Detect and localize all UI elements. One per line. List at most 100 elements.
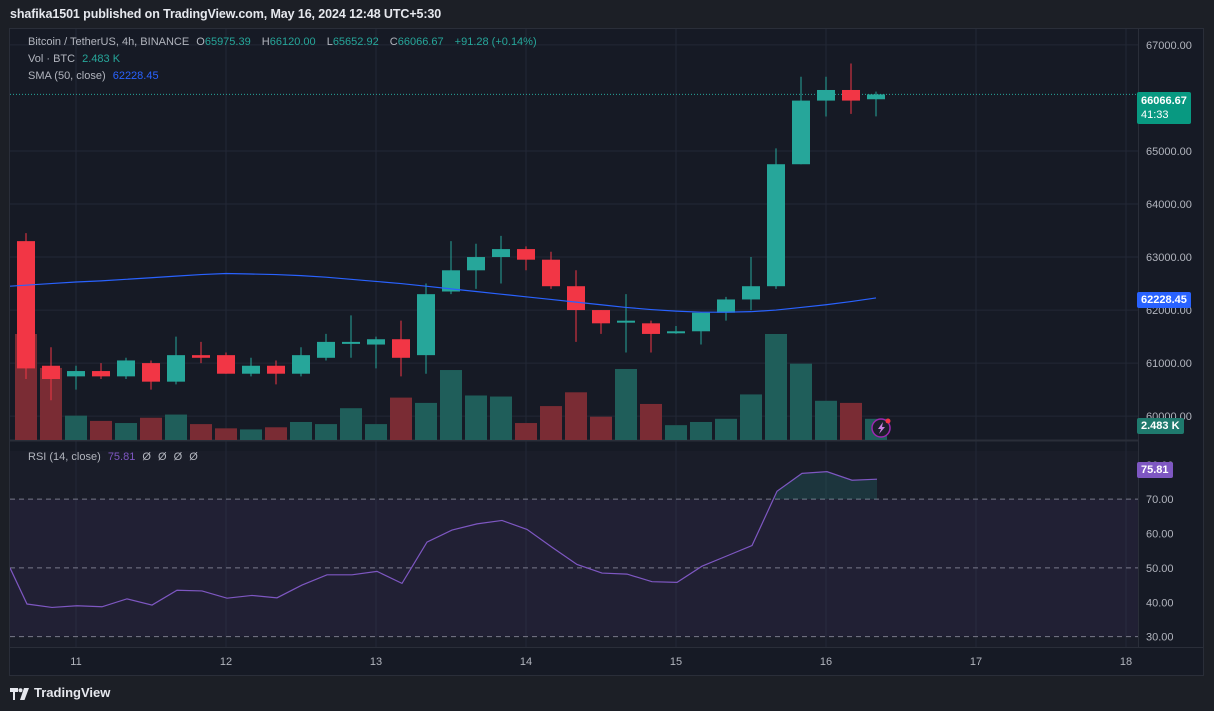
volume-bar — [365, 424, 387, 440]
price-axis-label: 67000.00 — [1146, 40, 1192, 52]
publish-header: shafika1501 published on TradingView.com… — [0, 0, 1214, 28]
candle-body — [292, 355, 310, 374]
tradingview-logo-icon — [10, 687, 29, 700]
rsi-na-value-1: Ø — [142, 451, 151, 463]
volume-label: Vol · BTC — [28, 53, 76, 65]
candle-body — [642, 323, 660, 334]
candle-body — [567, 286, 585, 311]
ohlc-open: O65975.39 — [196, 36, 251, 48]
rsi-na-value-2: Ø — [158, 451, 167, 463]
candle-body — [192, 355, 210, 358]
price-axis-label: 64000.00 — [1146, 199, 1192, 211]
candle-body — [242, 365, 260, 374]
volume-bar — [290, 421, 312, 440]
price-axis-label: 61000.00 — [1146, 358, 1192, 370]
notification-dot — [885, 418, 891, 424]
sma-value: 62228.45 — [112, 70, 159, 82]
rsi-band-fill — [10, 499, 1138, 637]
volume-bar — [815, 400, 837, 440]
time-axis-label: 11 — [70, 656, 81, 668]
volume-bar — [490, 396, 512, 440]
time-axis-label: 12 — [220, 656, 232, 668]
sma-price-tag: 62228.45 — [1137, 292, 1191, 308]
candle-body — [117, 360, 135, 377]
time-axis-label: 13 — [370, 656, 382, 668]
volume-bar — [315, 424, 337, 440]
footer-brand[interactable]: TradingView — [10, 685, 110, 700]
sma-legend[interactable]: SMA (50, close) 62228.45 — [28, 70, 163, 82]
ohlc-low: L65652.92 — [326, 36, 379, 48]
candle-body — [867, 94, 885, 100]
volume-bar — [340, 408, 362, 440]
candle-body — [792, 100, 810, 165]
volume-bar — [690, 421, 712, 440]
volume-bar — [590, 416, 612, 440]
volume-bar — [190, 424, 212, 440]
volume-bar — [40, 367, 62, 440]
rsi-tag: 75.81 — [1137, 462, 1173, 478]
volume-bar — [465, 395, 487, 440]
symbol-legend[interactable]: Bitcoin / TetherUS, 4h, BINANCE O65975.3… — [28, 36, 541, 48]
rsi-axis-label: 40.00 — [1146, 597, 1174, 609]
candle-body — [342, 341, 360, 344]
candle-body — [317, 341, 335, 358]
sma-line — [10, 272, 877, 313]
volume-bar — [165, 414, 187, 440]
candle-body — [767, 164, 785, 287]
last-price-value: 66066.67 — [1141, 95, 1187, 107]
volume-bar — [565, 392, 587, 440]
volume-tag: 2.483 K — [1137, 418, 1184, 434]
volume-value: 2.483 K — [82, 53, 121, 65]
volume-bar — [115, 423, 137, 440]
candle-body — [717, 299, 735, 313]
chart-frame[interactable]: 67000.00 65000.00 64000.00 63000.00 62000.00… — [9, 28, 1204, 676]
candle-body — [392, 339, 410, 358]
volume-bar — [615, 368, 637, 440]
candle-body — [492, 249, 510, 258]
price-axis-label: 63000.00 — [1146, 252, 1192, 264]
volume-legend[interactable]: Vol · BTC 2.483 K — [28, 53, 124, 65]
candle-body — [142, 363, 160, 382]
candle-body — [817, 89, 835, 101]
rsi-axis-label: 70.00 — [1146, 494, 1174, 506]
volume-bar — [640, 403, 662, 440]
volume-bar — [415, 402, 437, 440]
rsi-line — [10, 471, 878, 609]
lightning-bolt-shape — [878, 422, 885, 434]
time-axis-label: 14 — [520, 656, 532, 668]
volume-bar — [840, 402, 862, 440]
volume-bar — [540, 406, 562, 440]
candle-body — [267, 365, 285, 374]
volume-bar — [215, 428, 237, 440]
volume-bar — [90, 420, 112, 440]
footer-brand-text: TradingView — [34, 685, 111, 700]
volume-bar — [740, 394, 762, 440]
rsi-legend[interactable]: RSI (14, close) 75.81 Ø Ø Ø Ø — [28, 451, 202, 463]
volume-bar — [515, 423, 537, 440]
bar-countdown: 41:33 — [1141, 109, 1169, 121]
last-price-tag: 66066.67 41:33 — [1137, 92, 1191, 124]
price-axis-label: 65000.00 — [1146, 146, 1192, 158]
price-change: +91.28 (+0.14%) — [454, 36, 537, 48]
ohlc-high: H66120.00 — [261, 36, 316, 48]
rsi-na-value-3: Ø — [173, 451, 183, 463]
candle-body — [592, 310, 610, 324]
candle-body — [367, 339, 385, 345]
time-axis-label: 18 — [1120, 656, 1132, 668]
candle-body — [692, 312, 710, 332]
rsi-value: 75.81 — [107, 451, 136, 463]
rsi-overbought-fill — [773, 471, 877, 500]
volume-bar — [390, 397, 412, 440]
chart-canvas[interactable]: 67000.00 65000.00 64000.00 63000.00 62000.00… — [10, 29, 1203, 675]
candle-body — [67, 371, 85, 377]
volume-bar — [790, 363, 812, 440]
candle-body — [92, 371, 110, 377]
rsi-label: RSI (14, close) — [28, 451, 101, 463]
time-axis-label: 17 — [970, 656, 982, 668]
symbol-title: Bitcoin / TetherUS, 4h, BINANCE — [28, 36, 190, 48]
candle-body — [42, 365, 60, 380]
volume-bar — [665, 425, 687, 440]
candle-body — [517, 249, 535, 260]
rsi-pane-background — [10, 451, 1138, 647]
candle-body — [742, 286, 760, 300]
